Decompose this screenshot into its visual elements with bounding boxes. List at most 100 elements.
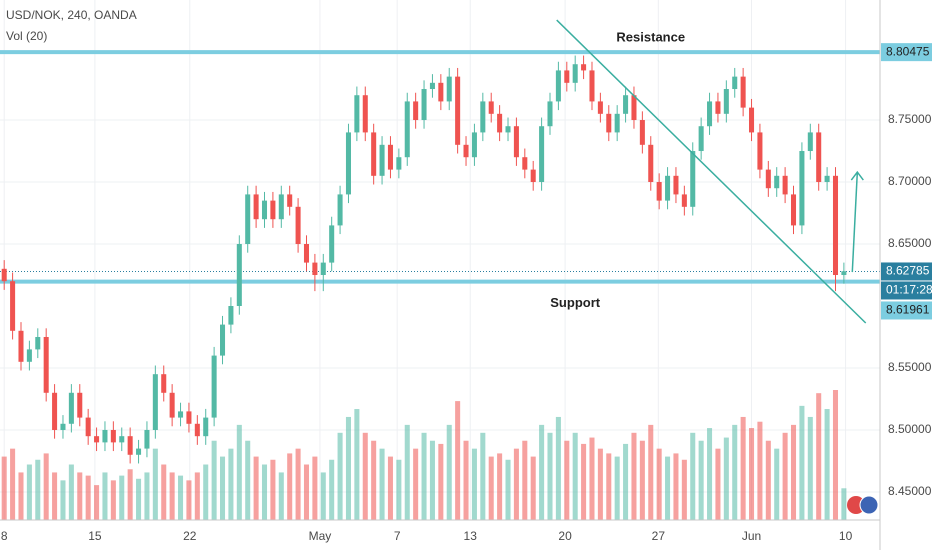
candle-body [681,194,687,207]
candle-body [665,175,671,201]
candle-body [287,194,293,207]
volume-bar [606,453,612,520]
volume-bar [261,464,268,520]
candle-body [765,169,771,189]
candle-body [312,262,318,276]
volume-bar [589,437,595,520]
candle-body [673,175,679,195]
candle-body [18,330,24,362]
candle-body [236,244,242,306]
candle-body [203,417,209,437]
volume-bar [698,440,704,520]
arrow-head [850,170,864,181]
candle-body [522,157,528,170]
resistance-price-box [881,43,932,62]
volume-bar [690,432,696,520]
x-tick-label: 15 [88,529,102,543]
volume-bar [270,459,276,520]
volume-bar [94,485,100,520]
volume-bar [429,440,435,520]
volume-bar [497,453,503,520]
x-tick-label: May [309,529,332,543]
candle-body [656,182,662,201]
x-tick-label: 27 [652,529,666,543]
candle-body [690,151,696,207]
volume-bar [639,440,645,520]
volume-bar [194,472,200,520]
candle-body [749,107,755,133]
support-price-box [881,301,932,320]
candle-body [43,336,49,393]
volume-bar [371,440,377,520]
candle-body [740,76,746,108]
candle-body [295,206,301,245]
volume-bar [488,456,494,520]
volume-bar [824,409,830,520]
candle-body [270,200,276,220]
volume-bar [723,437,729,520]
volume-bar [446,424,452,520]
candle-body [429,82,435,90]
x-tick-label: Jun [742,529,761,543]
volume-bar [77,472,83,520]
volume-bar [178,475,184,520]
volume-bar [765,440,771,520]
volume-bar [329,459,335,520]
candle-body [480,101,486,133]
volume-bar [681,459,687,520]
candle-body [455,76,461,145]
x-tick-label: 10 [839,529,853,543]
candle-body [119,436,125,443]
volume-bar [18,472,24,520]
candle-body [144,429,150,449]
volume-bar [665,456,671,520]
candle-body [220,324,226,356]
candle-body [345,132,351,195]
candle-body [52,392,58,430]
volume-bar [136,478,142,520]
volume-bar [35,459,41,520]
volume-bar [278,472,284,520]
volume-bar [68,464,74,520]
volume-bar [320,472,326,520]
candle-body [320,262,326,276]
volume-bar [404,424,410,520]
volume-bar [312,456,318,520]
candle-body [581,64,587,71]
candle-body [152,374,158,430]
volume-bar [463,440,469,520]
candle-body [178,411,184,418]
volume-bar [455,401,461,520]
volume-bar [362,432,368,520]
candle-body [35,336,41,350]
candle-body [329,225,335,263]
resistance-price: 8.80475 [886,44,930,58]
volume-bar [790,424,797,520]
volume-bar [707,428,713,520]
volume-bar [1,456,7,520]
candle-body [1,268,7,282]
volume-bar [413,448,419,520]
flag-icon [847,496,865,514]
candle-body [421,89,427,121]
countdown-box [881,281,932,300]
volume-bar [774,448,780,520]
candle-body [505,126,511,133]
volume-bar [421,432,427,520]
candle-body [790,194,797,226]
candle-body [60,423,66,430]
chart-title: USD/NOK, 240, OANDA [6,8,137,22]
volume-bar [85,475,91,520]
candle-body [68,392,74,424]
volume-bar [211,440,217,520]
volume-bar [740,416,746,520]
candle-body [463,144,469,158]
candle-body [362,95,368,133]
volume-bar [228,448,234,520]
candle-body [228,305,234,325]
volume-bar [303,464,310,520]
candle-body [127,436,133,455]
countdown: 01:17:28 [886,283,932,297]
volume-bar [203,464,209,520]
